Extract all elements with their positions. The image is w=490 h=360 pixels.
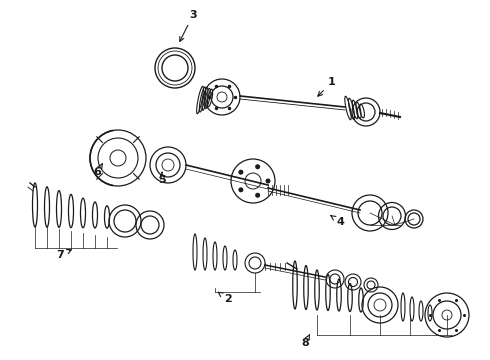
Circle shape (266, 179, 270, 184)
Text: 4: 4 (331, 216, 344, 227)
Circle shape (255, 164, 260, 169)
Text: 8: 8 (301, 335, 310, 348)
Text: 6: 6 (93, 164, 102, 177)
Text: 7: 7 (56, 249, 72, 260)
Text: 5: 5 (158, 172, 166, 185)
Circle shape (238, 170, 244, 175)
Circle shape (255, 193, 260, 198)
Text: 1: 1 (318, 77, 336, 96)
Circle shape (238, 187, 244, 192)
Text: 2: 2 (218, 292, 232, 304)
Text: 3: 3 (180, 10, 197, 41)
